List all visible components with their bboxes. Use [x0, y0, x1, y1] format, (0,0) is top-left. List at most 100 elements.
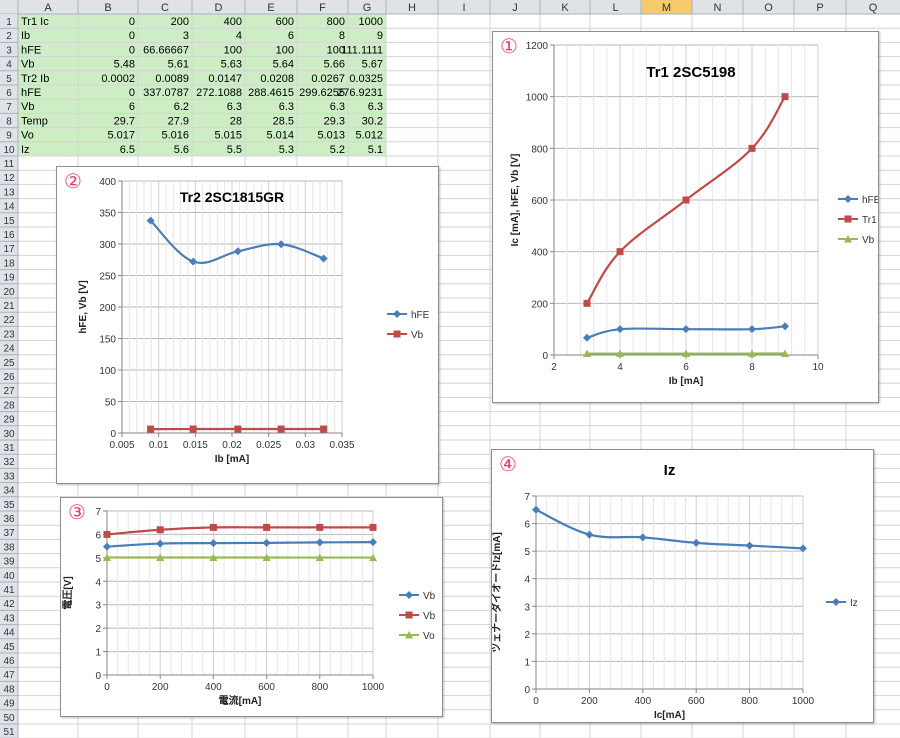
- data-point[interactable]: [585, 530, 594, 539]
- cell-value[interactable]: 9: [377, 30, 383, 42]
- row-header-39[interactable]: 39: [3, 557, 15, 568]
- column-header-F[interactable]: F: [319, 2, 326, 14]
- data-point[interactable]: [369, 538, 377, 547]
- data-point[interactable]: [745, 541, 754, 550]
- row-header-9[interactable]: 9: [6, 131, 12, 142]
- cell-value[interactable]: 0: [129, 16, 135, 28]
- data-point[interactable]: [692, 538, 701, 547]
- cell-value[interactable]: 28: [230, 115, 242, 127]
- cell-value[interactable]: 5.015: [214, 130, 242, 142]
- series-tr1-ic[interactable]: [583, 93, 789, 307]
- row-header-41[interactable]: 41: [3, 585, 15, 596]
- cell-value[interactable]: 0.0208: [260, 73, 294, 85]
- data-point[interactable]: [262, 538, 271, 547]
- row-header-13[interactable]: 13: [3, 187, 15, 198]
- cell-label[interactable]: hFE: [21, 44, 41, 56]
- cell-value[interactable]: 5.6: [174, 144, 189, 156]
- data-point[interactable]: [369, 523, 377, 531]
- cell-value[interactable]: 5.016: [161, 130, 189, 142]
- cell-value[interactable]: 100: [327, 44, 345, 56]
- cell-value[interactable]: 5.012: [355, 130, 383, 142]
- cell-value[interactable]: 5.013: [317, 130, 345, 142]
- cell-value[interactable]: 6.5: [120, 144, 135, 156]
- legend-marker[interactable]: [844, 195, 852, 203]
- data-point[interactable]: [748, 325, 756, 334]
- legend-marker[interactable]: [405, 591, 413, 599]
- row-header-20[interactable]: 20: [3, 287, 15, 298]
- row-header-47[interactable]: 47: [3, 670, 15, 681]
- row-header-2[interactable]: 2: [6, 31, 12, 42]
- data-point[interactable]: [209, 523, 217, 531]
- data-point[interactable]: [320, 425, 328, 433]
- column-header-K[interactable]: K: [561, 2, 569, 14]
- row-header-32[interactable]: 32: [3, 457, 15, 468]
- row-header-27[interactable]: 27: [3, 386, 15, 397]
- data-point[interactable]: [263, 523, 271, 531]
- cell-value[interactable]: 200: [171, 16, 189, 28]
- data-point[interactable]: [748, 349, 756, 358]
- row-header-10[interactable]: 10: [3, 145, 15, 156]
- cell-value[interactable]: 0: [129, 87, 135, 99]
- cell-value[interactable]: 5.61: [168, 59, 189, 71]
- column-header-L[interactable]: L: [612, 2, 618, 14]
- cell-value[interactable]: 66.66667: [143, 44, 189, 56]
- cell-value[interactable]: 30.2: [362, 115, 383, 127]
- data-point[interactable]: [156, 539, 165, 548]
- cell-value[interactable]: 5.63: [221, 59, 242, 71]
- row-header-12[interactable]: 12: [3, 173, 15, 184]
- data-point[interactable]: [616, 325, 624, 334]
- data-point[interactable]: [316, 523, 324, 531]
- data-point[interactable]: [233, 247, 242, 256]
- cell-value[interactable]: 288.4615: [248, 87, 294, 99]
- cell-value[interactable]: 0.0147: [208, 73, 242, 85]
- row-header-36[interactable]: 36: [3, 514, 15, 525]
- cell-value[interactable]: 800: [327, 16, 345, 28]
- data-point[interactable]: [315, 553, 324, 562]
- chart-voltage-vs-current[interactable]: ③ 0 1 2 3 4 5 6 7 0 200 400 600 800 1000 電流[mA] 電圧[V] Vb V…: [60, 497, 443, 717]
- column-header-J[interactable]: J: [512, 2, 518, 14]
- data-point[interactable]: [748, 144, 756, 152]
- cell-value[interactable]: 3: [183, 30, 189, 42]
- row-header-25[interactable]: 25: [3, 358, 15, 369]
- data-point[interactable]: [781, 93, 789, 101]
- column-header-H[interactable]: H: [408, 2, 416, 14]
- data-point[interactable]: [616, 248, 624, 256]
- row-header-30[interactable]: 30: [3, 429, 15, 440]
- data-point[interactable]: [147, 425, 155, 433]
- cell-value[interactable]: 29.7: [114, 115, 135, 127]
- row-header-48[interactable]: 48: [3, 684, 15, 695]
- cell-value[interactable]: 6.3: [368, 101, 383, 113]
- row-header-16[interactable]: 16: [3, 230, 15, 241]
- row-header-15[interactable]: 15: [3, 216, 15, 227]
- cell-value[interactable]: 5.017: [107, 130, 135, 142]
- row-header-24[interactable]: 24: [3, 344, 15, 355]
- row-header-8[interactable]: 8: [6, 116, 12, 127]
- column-header-M[interactable]: M: [662, 2, 671, 14]
- column-header-D[interactable]: D: [215, 2, 223, 14]
- data-point[interactable]: [682, 349, 690, 358]
- row-header-38[interactable]: 38: [3, 542, 15, 553]
- cell-value[interactable]: 0.0267: [311, 73, 345, 85]
- cell-value[interactable]: 100: [276, 44, 294, 56]
- series-line[interactable]: [106, 541, 374, 548]
- data-point[interactable]: [156, 526, 164, 534]
- row-header-5[interactable]: 5: [6, 74, 12, 85]
- column-header-Q[interactable]: Q: [869, 2, 878, 14]
- cell-label[interactable]: Ib: [21, 30, 30, 42]
- series-line[interactable]: [535, 508, 804, 550]
- row-header-40[interactable]: 40: [3, 571, 15, 582]
- data-point[interactable]: [319, 254, 328, 263]
- cell-value[interactable]: 0.0089: [155, 73, 189, 85]
- data-point[interactable]: [369, 553, 377, 562]
- cell-value[interactable]: 5.014: [266, 130, 294, 142]
- legend-marker[interactable]: [844, 215, 852, 223]
- cell-label[interactable]: Vb: [21, 59, 34, 71]
- row-header-46[interactable]: 46: [3, 656, 15, 667]
- row-header-35[interactable]: 35: [3, 500, 15, 511]
- legend-marker[interactable]: [393, 330, 401, 338]
- row-header-43[interactable]: 43: [3, 613, 15, 624]
- column-header-B[interactable]: B: [104, 2, 111, 14]
- cell-value[interactable]: 299.6255: [299, 87, 345, 99]
- row-header-26[interactable]: 26: [3, 372, 15, 383]
- cell-value[interactable]: 337.0787: [143, 87, 189, 99]
